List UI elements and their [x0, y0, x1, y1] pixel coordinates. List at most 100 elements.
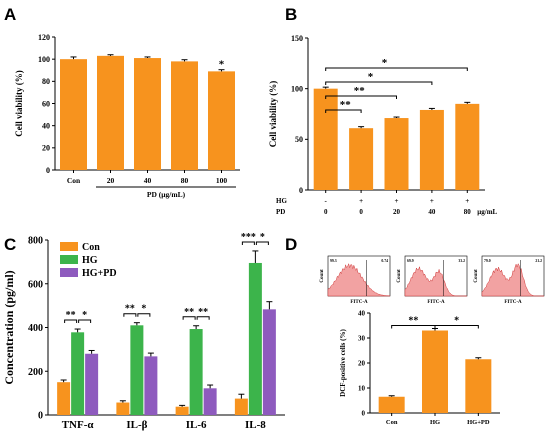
significance-bracket — [325, 67, 468, 71]
y-tick-label: 20 — [358, 359, 366, 367]
flow-gate-left-value: 69.9 — [407, 259, 414, 263]
y-tick-label: 50 — [295, 135, 303, 144]
y-tick-label: 100 — [38, 55, 50, 64]
significance-label: ** — [125, 304, 135, 315]
legend-swatch — [60, 268, 78, 277]
panel-letter-b: B — [285, 5, 297, 24]
flow-y-axis-label: Count — [397, 269, 402, 283]
condition-value: 80 — [464, 208, 472, 216]
y-axis-label: Cell viability (%) — [268, 81, 278, 148]
x-tick-label: IL-8 — [245, 419, 266, 431]
y-tick-label: 800 — [28, 236, 43, 247]
y-tick-label: 40 — [358, 309, 366, 317]
legend-label: Con — [82, 242, 100, 253]
significance-bracket — [241, 241, 255, 245]
bar — [171, 61, 198, 171]
y-tick-label: 100 — [291, 84, 303, 93]
significance-bracket — [255, 241, 269, 245]
panel-c-chart: 0 200 400 600 800 Concentration (pg/ml) TNF-α *… — [2, 232, 285, 431]
bar — [97, 55, 124, 170]
y-tick-label: 0 — [362, 409, 366, 417]
condition-row-label: HG — [276, 197, 287, 205]
significance-bracket — [137, 313, 151, 317]
flow-gate-right-value: 0.74 — [381, 259, 388, 263]
significance-label: * — [454, 316, 459, 327]
legend-label: HG+PD — [82, 268, 117, 279]
x-tick-label: HG+PD — [467, 419, 490, 426]
significance-label: ** — [354, 85, 366, 97]
panel-letter-d: D — [285, 235, 297, 254]
bar-hg-pd — [85, 353, 99, 415]
panel-letter-c: C — [4, 235, 16, 254]
flow-x-axis-label: FITC-A — [504, 300, 522, 305]
y-tick-label: 0 — [38, 411, 43, 422]
x-tick-label: Con — [67, 176, 81, 185]
y-tick-label: 120 — [38, 33, 50, 42]
bar-con — [175, 406, 189, 415]
bar — [378, 396, 405, 413]
condition-value: 0 — [324, 208, 328, 216]
bar — [419, 109, 444, 190]
condition-value: + — [430, 197, 434, 205]
significance-label: * — [219, 59, 225, 71]
condition-value: + — [395, 197, 399, 205]
significance-bracket — [325, 95, 397, 99]
bar-hg-pd — [203, 388, 217, 415]
x-tick-label: 100 — [216, 176, 228, 185]
y-tick-label: 20 — [42, 144, 50, 153]
condition-unit: μg/mL — [477, 208, 497, 216]
bar — [455, 103, 480, 190]
bar-hg-pd — [262, 309, 276, 415]
x-axis-label: PD (μg/mL) — [147, 190, 186, 199]
bar-con — [57, 382, 71, 415]
significance-bracket — [434, 325, 479, 329]
significance-label: * — [368, 71, 374, 83]
significance-bracket — [325, 81, 433, 85]
condition-value: - — [325, 197, 328, 205]
condition-value: 0 — [359, 208, 363, 216]
significance-bracket — [64, 319, 78, 324]
bar-hg-pd — [144, 356, 158, 415]
y-tick-label: 0 — [299, 186, 303, 195]
panel-d-flow-histograms: 99.3 0.74 FITC-A Count 69.9 33.2 FITC-A Count 79… — [320, 255, 545, 305]
significance-label: ** — [198, 307, 208, 318]
y-tick-label: 400 — [28, 323, 43, 334]
legend-swatch — [60, 242, 78, 251]
panel-d-chart: 0 10 20 30 40 DCF-positive cells (%) Con HG HG+P… — [339, 309, 500, 426]
bar — [349, 128, 374, 190]
y-tick-label: 60 — [42, 99, 50, 108]
y-axis-label: Cell viability (%) — [14, 70, 24, 137]
condition-value: 40 — [428, 208, 436, 216]
panel-a-chart: 0 20 40 60 80 100 120 Cell viability (%) Con 20 40… — [14, 33, 240, 199]
condition-value: 20 — [393, 208, 401, 216]
significance-label: * — [260, 232, 265, 243]
significance-label: * — [141, 304, 146, 315]
significance-bracket — [325, 109, 362, 113]
flow-gate-right-value: 21.2 — [535, 259, 542, 263]
bar-hg — [71, 332, 85, 415]
bar — [384, 118, 409, 190]
bar — [313, 88, 338, 190]
x-tick-label: Con — [386, 419, 398, 426]
y-tick-label: 40 — [42, 121, 50, 130]
significance-label: ** — [66, 310, 76, 321]
flow-y-axis-label: Count — [474, 269, 479, 283]
bar — [465, 359, 492, 413]
significance-label: * — [82, 310, 87, 321]
significance-label: ** — [408, 316, 418, 327]
condition-value: + — [465, 197, 469, 205]
y-axis-label: DCF-positive cells (%) — [339, 329, 347, 397]
significance-bracket — [78, 319, 92, 324]
bar-hg — [248, 262, 262, 415]
flow-gate-left-value: 99.3 — [330, 259, 337, 263]
bar — [208, 71, 235, 170]
x-tick-label: TNF-α — [62, 419, 95, 431]
condition-value: + — [359, 197, 363, 205]
y-axis-label: Concentration (pg/ml) — [2, 270, 16, 384]
significance-label: ** — [184, 307, 194, 318]
legend-swatch — [60, 255, 78, 264]
y-tick-label: 80 — [42, 77, 50, 86]
y-tick-label: 30 — [358, 334, 366, 342]
bar-con — [116, 402, 130, 415]
